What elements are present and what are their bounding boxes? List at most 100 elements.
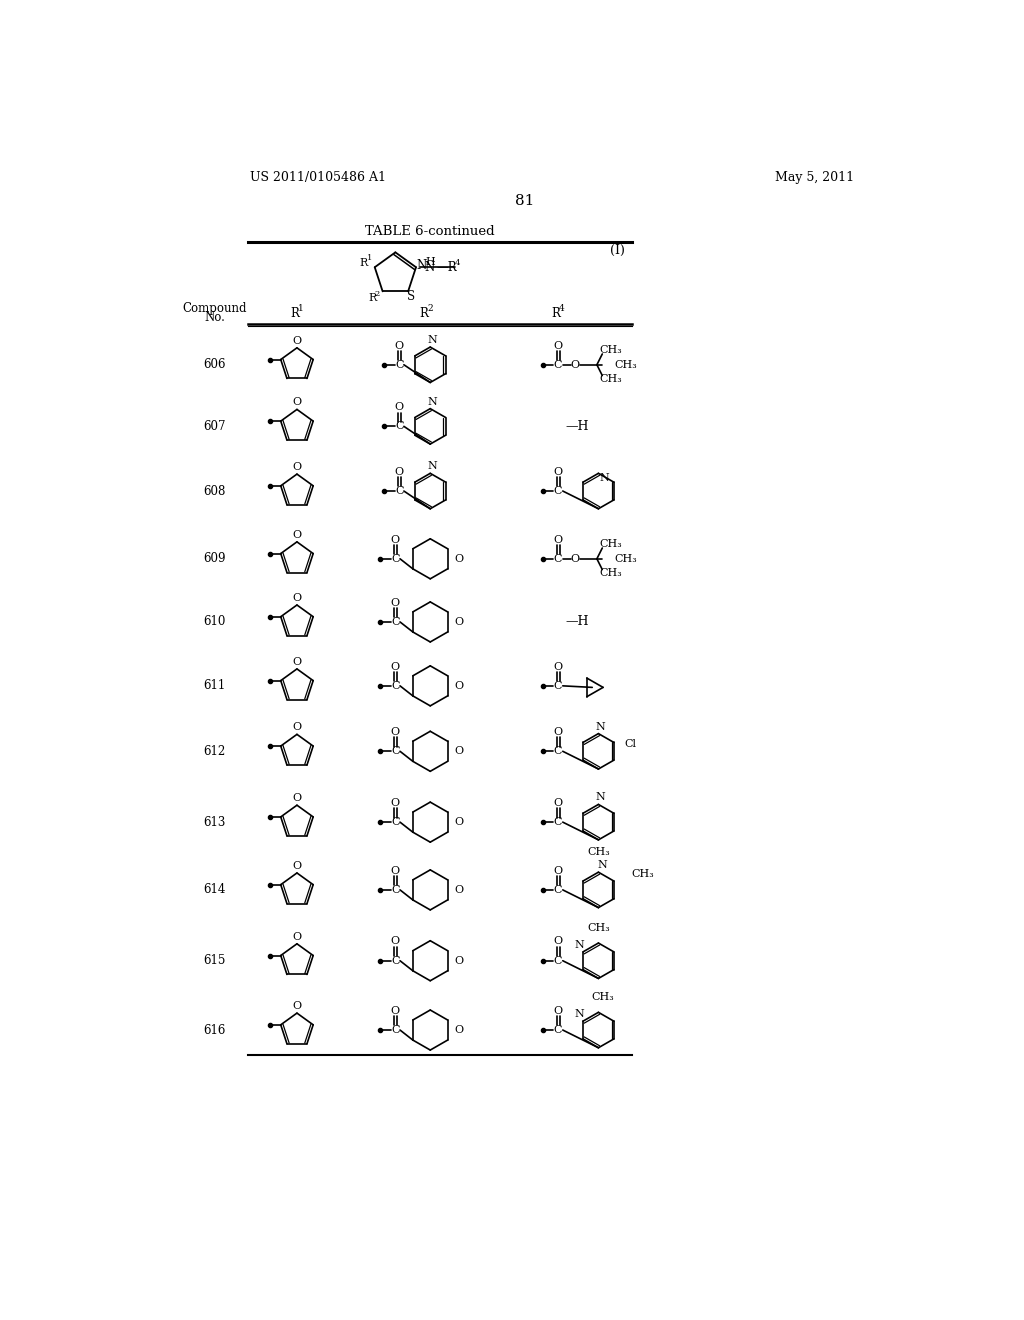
Text: CH₃: CH₃ xyxy=(599,375,623,384)
Text: O: O xyxy=(293,657,301,667)
Text: No.: No. xyxy=(205,310,225,323)
Text: C: C xyxy=(391,616,399,627)
Text: 1: 1 xyxy=(298,304,304,313)
Text: O: O xyxy=(570,554,580,564)
Text: —R: —R xyxy=(436,261,458,273)
Text: O: O xyxy=(554,936,562,946)
Text: C: C xyxy=(395,360,403,370)
Text: N: N xyxy=(428,462,437,471)
Text: O: O xyxy=(554,535,562,545)
Text: CH₃: CH₃ xyxy=(587,923,610,933)
Text: 613: 613 xyxy=(204,816,226,829)
Text: S: S xyxy=(408,290,416,304)
Text: O: O xyxy=(391,661,400,672)
Text: O: O xyxy=(391,598,400,607)
Text: N: N xyxy=(417,259,427,272)
Text: N: N xyxy=(600,473,609,483)
Text: O: O xyxy=(554,727,562,737)
Text: O: O xyxy=(293,462,301,473)
Text: R: R xyxy=(359,257,368,268)
Text: N: N xyxy=(428,397,437,407)
Text: O: O xyxy=(455,746,464,756)
Text: O: O xyxy=(554,866,562,875)
Text: C: C xyxy=(395,421,403,432)
Text: O: O xyxy=(391,936,400,946)
Text: N: N xyxy=(596,722,605,731)
Text: May 5, 2011: May 5, 2011 xyxy=(775,172,854,185)
Text: CH₃: CH₃ xyxy=(599,539,623,549)
Text: C: C xyxy=(554,1026,562,1035)
Text: —H: —H xyxy=(566,615,590,628)
Text: H: H xyxy=(425,257,435,267)
Text: C: C xyxy=(395,486,403,496)
Text: O: O xyxy=(391,797,400,808)
Text: O: O xyxy=(554,1006,562,1016)
Text: 4: 4 xyxy=(455,259,460,267)
Text: O: O xyxy=(455,956,464,966)
Text: 607: 607 xyxy=(204,420,226,433)
Text: R: R xyxy=(420,308,428,321)
Text: O: O xyxy=(554,467,562,477)
Text: C: C xyxy=(391,554,399,564)
Text: O: O xyxy=(554,797,562,808)
Text: 614: 614 xyxy=(204,883,226,896)
Text: C: C xyxy=(554,817,562,828)
Text: 1: 1 xyxy=(367,253,372,261)
Text: C: C xyxy=(554,681,562,690)
Text: 81: 81 xyxy=(515,194,535,207)
Text: O: O xyxy=(391,866,400,875)
Text: O: O xyxy=(391,727,400,737)
Text: CH₃: CH₃ xyxy=(614,554,637,564)
Text: C: C xyxy=(554,956,562,966)
Text: C: C xyxy=(391,817,399,828)
Text: C: C xyxy=(391,1026,399,1035)
Text: 2: 2 xyxy=(375,289,380,297)
Text: C: C xyxy=(554,746,562,756)
Text: CH₃: CH₃ xyxy=(614,360,637,370)
Text: O: O xyxy=(293,861,301,871)
Text: O: O xyxy=(394,467,403,477)
Text: 610: 610 xyxy=(204,615,226,628)
Text: C: C xyxy=(554,486,562,496)
Text: O: O xyxy=(554,341,562,351)
Text: R: R xyxy=(290,308,299,321)
Text: 616: 616 xyxy=(204,1023,226,1036)
Text: Cl: Cl xyxy=(625,739,637,748)
Text: CH₃: CH₃ xyxy=(591,991,613,1002)
Text: C: C xyxy=(554,884,562,895)
Text: O: O xyxy=(293,793,301,804)
Text: C: C xyxy=(391,746,399,756)
Text: 612: 612 xyxy=(204,744,226,758)
Text: C: C xyxy=(391,681,399,690)
Text: O: O xyxy=(570,360,580,370)
Text: N: N xyxy=(597,861,607,870)
Text: O: O xyxy=(394,341,403,351)
Text: N: N xyxy=(574,1010,584,1019)
Text: O: O xyxy=(554,661,562,672)
Text: (I): (I) xyxy=(610,244,626,257)
Text: 608: 608 xyxy=(204,484,226,498)
Text: O: O xyxy=(293,593,301,603)
Text: C: C xyxy=(554,554,562,564)
Text: O: O xyxy=(293,722,301,733)
Text: CH₃: CH₃ xyxy=(599,345,623,355)
Text: C: C xyxy=(391,884,399,895)
Text: N: N xyxy=(425,261,435,273)
Text: O: O xyxy=(394,403,403,412)
Text: O: O xyxy=(455,817,464,828)
Text: O: O xyxy=(293,932,301,942)
Text: US 2011/0105486 A1: US 2011/0105486 A1 xyxy=(251,172,386,185)
Text: TABLE 6-continued: TABLE 6-continued xyxy=(366,224,495,238)
Text: CH₃: CH₃ xyxy=(587,847,610,857)
Text: N: N xyxy=(428,335,437,345)
Text: O: O xyxy=(455,884,464,895)
Text: —H: —H xyxy=(566,420,590,433)
Text: CH₃: CH₃ xyxy=(599,569,623,578)
Text: O: O xyxy=(391,535,400,545)
Text: C: C xyxy=(391,956,399,966)
Text: 4: 4 xyxy=(559,304,565,313)
Text: CH₃: CH₃ xyxy=(631,870,653,879)
Text: O: O xyxy=(293,529,301,540)
Text: N: N xyxy=(574,940,584,950)
Text: 609: 609 xyxy=(204,552,226,565)
